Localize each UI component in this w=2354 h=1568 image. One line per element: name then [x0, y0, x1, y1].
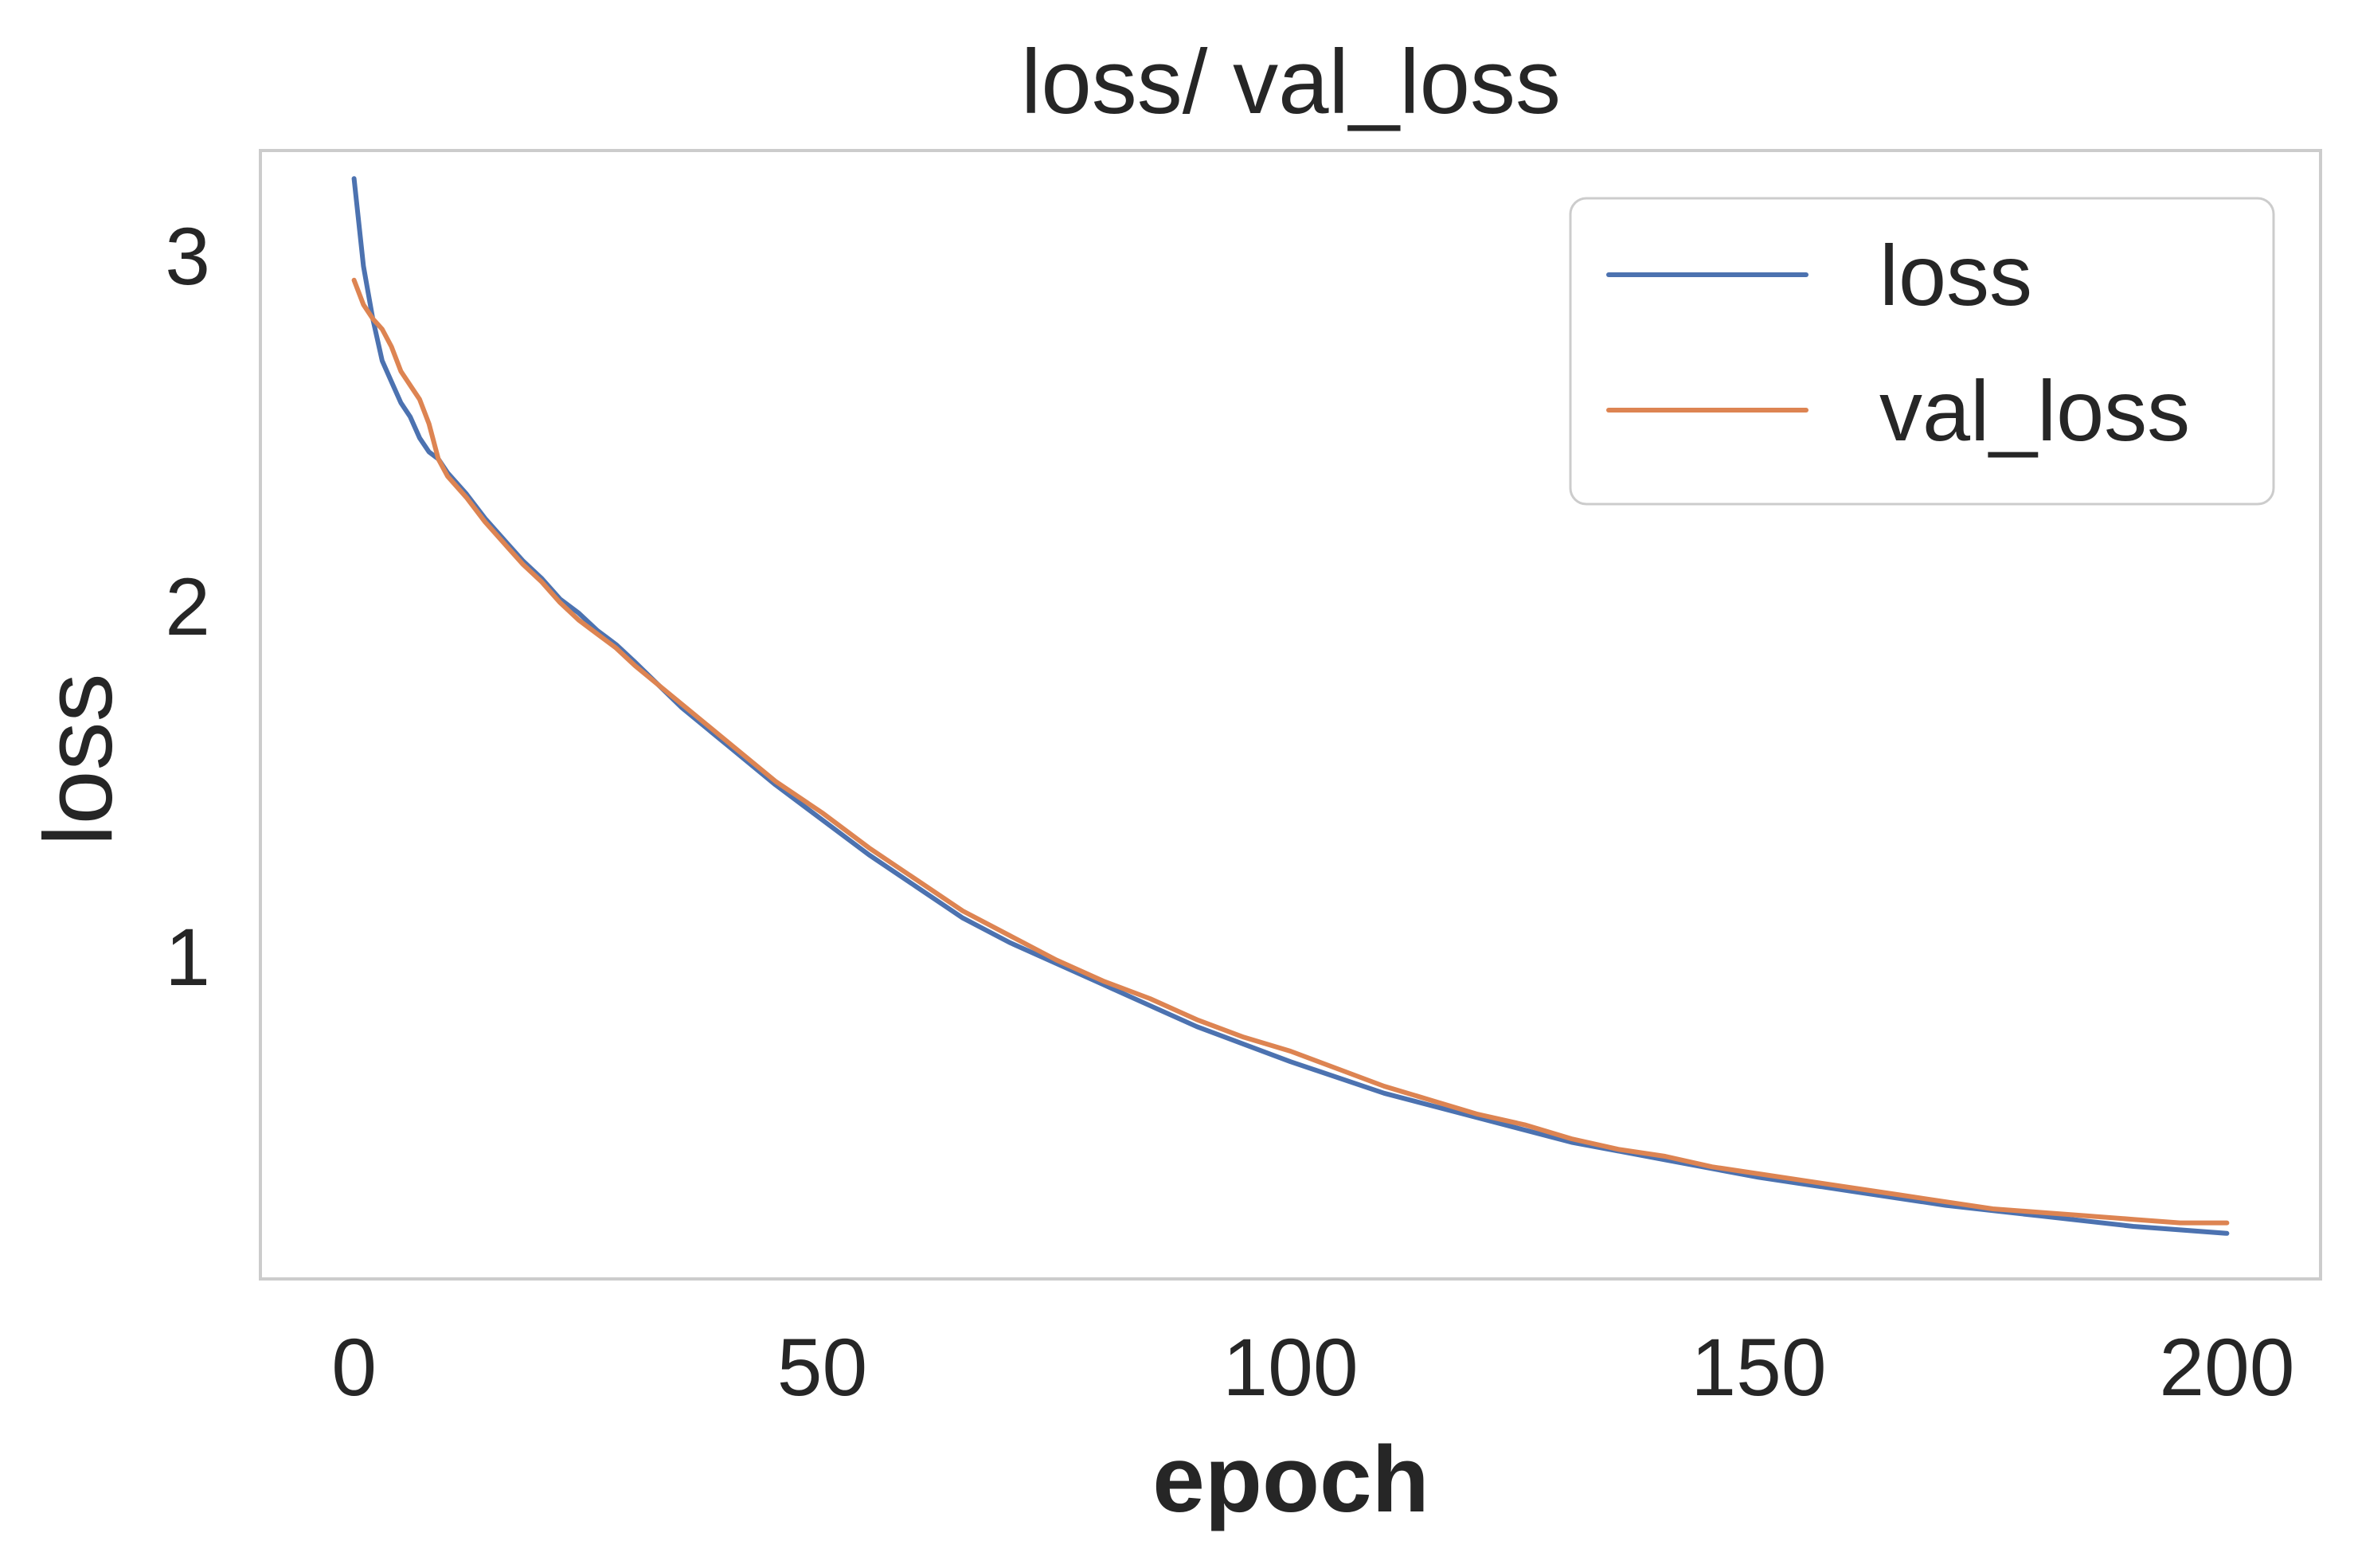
legend-label-val-loss: val_loss [1879, 362, 2190, 459]
legend-label-loss: loss [1879, 227, 2032, 323]
x-axis-label: epoch [1152, 1427, 1429, 1532]
x-tick-label: 50 [777, 1322, 867, 1413]
y-tick-label: 1 [165, 912, 210, 1003]
y-axis-label: loss [24, 674, 132, 847]
plot-frame [259, 149, 2322, 1281]
series-line-val-loss [351, 277, 2230, 1226]
x-tick-label: 200 [2159, 1322, 2294, 1413]
y-tick-label: 3 [165, 211, 210, 302]
x-tick-label: 100 [1222, 1322, 1358, 1413]
x-tick-label: 150 [1691, 1322, 1826, 1413]
legend: loss val_loss [1569, 197, 2275, 506]
series-line-loss [351, 176, 2230, 1236]
x-tick-label: 0 [331, 1322, 377, 1413]
chart-title: loss/ val_loss [1021, 32, 1561, 133]
y-tick-label: 2 [165, 561, 210, 652]
